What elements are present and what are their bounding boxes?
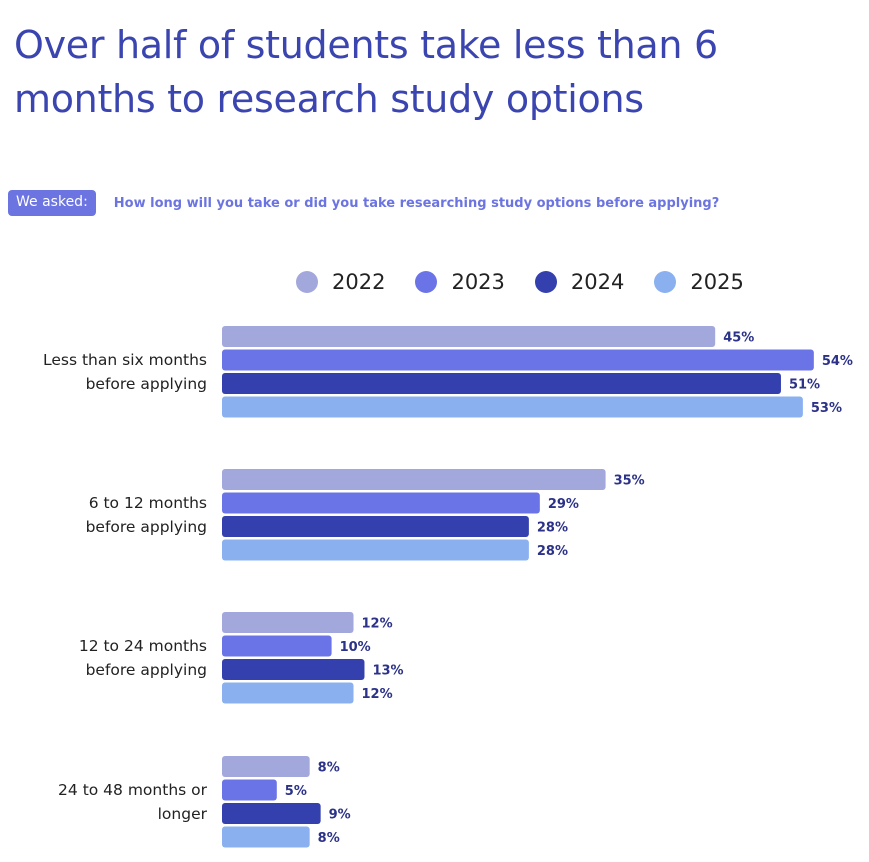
category-label-line: 24 to 48 months or <box>58 781 208 799</box>
category-label-line: longer <box>158 805 208 823</box>
data-label: 13% <box>372 664 403 679</box>
legend-dot-icon <box>415 271 438 293</box>
data-label: 53% <box>811 401 842 416</box>
chart-legend: 2022 2023 2024 2025 <box>296 270 744 294</box>
legend-item-2022: 2022 <box>296 270 385 294</box>
category-label-line: before applying <box>86 661 207 679</box>
data-label: 8% <box>318 761 340 776</box>
chart-title: Over half of students take less than 6 m… <box>14 23 718 121</box>
legend-label: 2025 <box>690 270 744 294</box>
bar-2025 <box>222 826 310 848</box>
data-label: 12% <box>362 617 393 632</box>
data-label: 9% <box>329 808 351 823</box>
legend-item-2024: 2024 <box>534 270 625 294</box>
category-label-line: 6 to 12 months <box>89 494 207 512</box>
bar-2022 <box>222 612 354 633</box>
category-label: 6 to 12 months before applying <box>86 494 207 536</box>
we-asked-badge: We asked: <box>8 190 96 216</box>
data-label: 45% <box>723 331 754 346</box>
bar-2024 <box>222 659 365 680</box>
bar-2022 <box>222 469 606 490</box>
data-label: 5% <box>285 784 307 799</box>
legend-dot-icon <box>654 271 677 293</box>
data-label: 54% <box>822 354 853 369</box>
bar-2024 <box>222 516 529 537</box>
category-label: Less than six months before applying <box>43 351 207 393</box>
bar-2023 <box>222 635 332 657</box>
bar-2025 <box>222 539 529 561</box>
legend-item-2025: 2025 <box>654 270 744 294</box>
bar-2023 <box>222 349 814 371</box>
legend-item-2023: 2023 <box>415 270 505 294</box>
data-label: 10% <box>340 640 371 655</box>
legend-label: 2023 <box>451 270 505 294</box>
bar-2023 <box>222 492 540 514</box>
data-label: 51% <box>789 378 820 393</box>
legend-dot-icon <box>534 271 557 293</box>
legend-label: 2022 <box>332 270 386 294</box>
category-label-line: 12 to 24 months <box>79 637 207 655</box>
data-label: 28% <box>537 521 568 536</box>
category-label: 24 to 48 months or longer <box>58 781 208 823</box>
bar-2022 <box>222 756 310 777</box>
bar-2024 <box>222 803 321 824</box>
bar-2024 <box>222 373 781 394</box>
category-label: 12 to 24 months before applying <box>79 637 207 679</box>
survey-question: How long will you take or did you take r… <box>113 195 720 211</box>
legend-label: 2024 <box>570 270 625 294</box>
data-label: 28% <box>537 544 568 559</box>
data-label: 35% <box>614 474 645 489</box>
data-label: 8% <box>318 831 340 846</box>
data-label: 29% <box>548 497 579 512</box>
data-label: 12% <box>362 687 393 702</box>
bar-2022 <box>222 326 716 347</box>
category-label-line: before applying <box>86 375 207 393</box>
category-label-line: Less than six months <box>43 351 207 369</box>
bar-2025 <box>222 682 354 704</box>
category-label-line: before applying <box>86 518 207 536</box>
legend-dot-icon <box>296 271 318 293</box>
question-row: We asked: How long will you take or did … <box>8 190 719 216</box>
bar-2025 <box>222 396 803 418</box>
bar-2023 <box>222 779 277 801</box>
